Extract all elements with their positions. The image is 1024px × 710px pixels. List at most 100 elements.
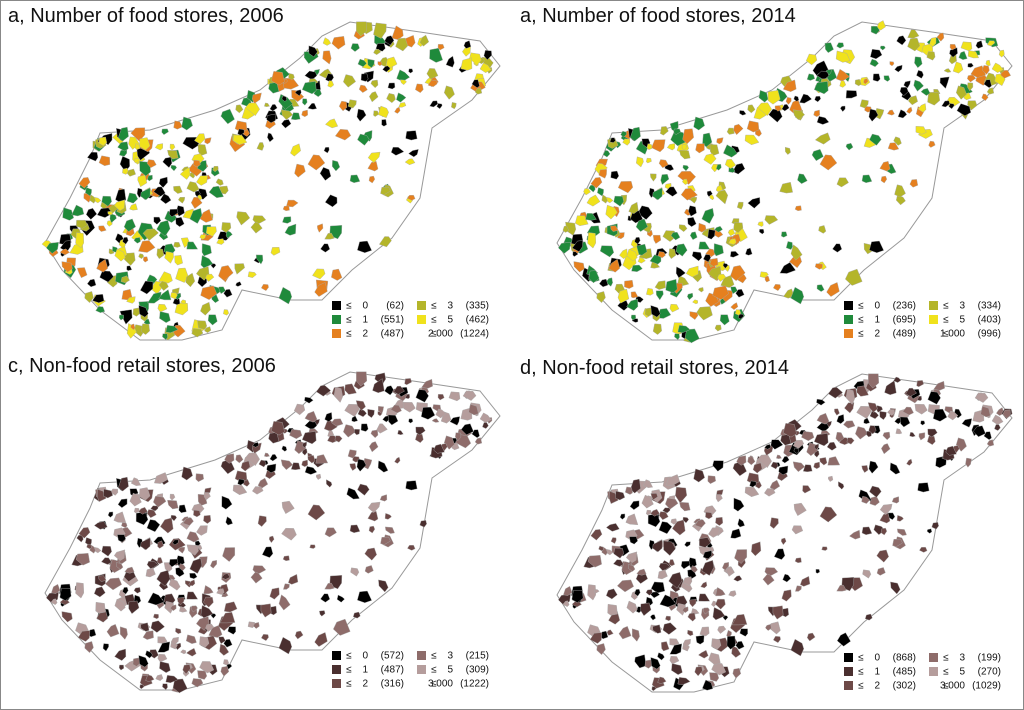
municipality bbox=[626, 600, 638, 614]
municipality bbox=[806, 632, 816, 642]
municipality bbox=[773, 636, 781, 643]
municipality bbox=[733, 123, 744, 136]
municipality bbox=[782, 79, 797, 92]
municipality bbox=[628, 201, 639, 214]
legend-swatch bbox=[844, 315, 853, 324]
municipality bbox=[895, 194, 906, 206]
municipality bbox=[869, 240, 884, 254]
municipality bbox=[731, 645, 742, 658]
municipality bbox=[650, 305, 661, 318]
municipality bbox=[180, 299, 186, 305]
municipality bbox=[715, 587, 726, 597]
municipality bbox=[945, 445, 957, 456]
municipality bbox=[419, 34, 430, 47]
municipality bbox=[794, 557, 802, 564]
municipality bbox=[747, 456, 756, 466]
municipality bbox=[948, 103, 955, 110]
municipality bbox=[186, 591, 199, 600]
municipality bbox=[327, 80, 335, 88]
municipality bbox=[782, 573, 792, 583]
municipality bbox=[360, 73, 369, 82]
municipality bbox=[349, 524, 361, 534]
municipality bbox=[625, 513, 639, 526]
municipality bbox=[150, 620, 165, 633]
municipality bbox=[324, 194, 338, 208]
municipality bbox=[879, 410, 887, 420]
municipality bbox=[682, 178, 689, 185]
municipality bbox=[317, 223, 324, 233]
municipality bbox=[598, 545, 604, 552]
municipality bbox=[133, 157, 140, 164]
municipality bbox=[657, 676, 667, 684]
municipality bbox=[598, 169, 607, 179]
municipality bbox=[294, 163, 306, 178]
municipality bbox=[357, 58, 367, 68]
municipality bbox=[188, 579, 196, 587]
municipality bbox=[859, 99, 869, 109]
municipality bbox=[589, 632, 603, 644]
municipality bbox=[250, 571, 263, 584]
municipality bbox=[133, 587, 141, 594]
municipality bbox=[137, 174, 148, 188]
municipality bbox=[869, 496, 880, 506]
municipality bbox=[624, 486, 633, 495]
municipality bbox=[204, 137, 212, 145]
legend-threshold: 1 bbox=[874, 315, 880, 326]
municipality bbox=[203, 596, 214, 608]
municipality bbox=[772, 605, 784, 620]
municipality bbox=[918, 432, 926, 441]
map bbox=[556, 373, 1013, 693]
municipality bbox=[699, 537, 711, 548]
legend-threshold: 2 bbox=[874, 681, 880, 692]
municipality bbox=[894, 64, 903, 73]
municipality bbox=[162, 156, 173, 168]
municipality bbox=[863, 417, 870, 425]
municipality bbox=[779, 262, 796, 274]
municipality bbox=[693, 468, 705, 483]
municipality bbox=[191, 605, 198, 613]
municipality bbox=[126, 265, 133, 271]
municipality bbox=[854, 79, 862, 87]
legend-threshold: 2 bbox=[874, 329, 880, 340]
municipality bbox=[280, 459, 293, 470]
panel-title: a, Number of food stores, 2014 bbox=[520, 5, 796, 27]
municipality bbox=[939, 76, 950, 89]
municipality bbox=[455, 432, 462, 442]
municipality bbox=[157, 540, 164, 549]
municipality bbox=[991, 62, 1004, 73]
municipality bbox=[811, 149, 824, 162]
legend-threshold: 1 000 bbox=[940, 329, 965, 340]
municipality bbox=[266, 463, 277, 474]
municipality bbox=[302, 98, 308, 106]
municipality bbox=[941, 100, 951, 108]
municipality bbox=[269, 104, 278, 112]
municipality bbox=[103, 488, 114, 499]
municipality bbox=[780, 537, 787, 546]
legend-swatch bbox=[332, 665, 341, 674]
municipality bbox=[610, 170, 620, 180]
municipality bbox=[394, 456, 401, 464]
municipality bbox=[821, 546, 828, 551]
municipality bbox=[102, 643, 109, 652]
municipality bbox=[684, 541, 691, 548]
municipality bbox=[682, 516, 689, 524]
municipality bbox=[405, 130, 418, 141]
municipality bbox=[269, 587, 280, 600]
municipality bbox=[460, 423, 474, 436]
municipality bbox=[186, 647, 197, 657]
municipality bbox=[164, 251, 174, 264]
municipality bbox=[983, 79, 992, 89]
municipality bbox=[304, 410, 318, 423]
municipality bbox=[117, 141, 129, 152]
municipality bbox=[312, 268, 326, 280]
municipality bbox=[347, 99, 357, 109]
municipality bbox=[733, 497, 745, 512]
panel: c, Non-food retail stores, 2006 ≤ 0 (572) ≤ 1… bbox=[8, 355, 501, 694]
municipality bbox=[682, 638, 691, 647]
municipality bbox=[903, 80, 911, 89]
legend-count: (462) bbox=[466, 315, 489, 326]
municipality bbox=[652, 187, 663, 201]
municipality bbox=[367, 161, 379, 172]
municipality bbox=[301, 431, 317, 445]
municipality bbox=[199, 234, 207, 240]
